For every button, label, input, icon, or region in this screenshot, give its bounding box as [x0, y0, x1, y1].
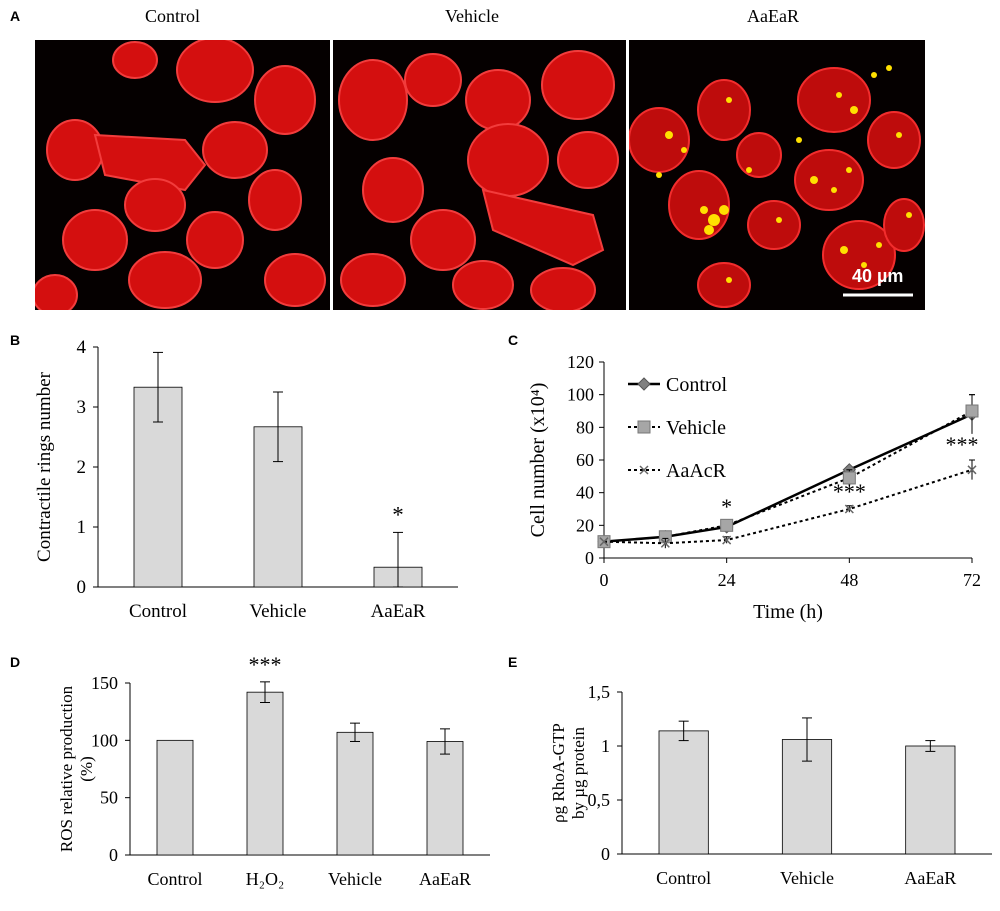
- y-axis-label: ρg RhoA-GTP: [549, 723, 568, 823]
- data-point: [722, 535, 732, 545]
- chart-ros-production: 0 50 100 150 Control *** H₂O₂ Vehicle AaEaR ROS r…: [57, 652, 490, 889]
- x-category-label: AaEaR: [371, 601, 426, 622]
- y-tick-label: 100: [91, 730, 118, 750]
- data-point: [965, 404, 979, 418]
- y-tick-label: 0: [585, 548, 594, 568]
- y-tick-label: 2: [77, 457, 87, 478]
- y-tick-label: 60: [576, 450, 594, 470]
- data-point: [842, 471, 856, 485]
- x-tick-label: 24: [718, 570, 736, 590]
- y-tick-label: 1: [77, 517, 87, 538]
- panel-letter-c: C: [508, 332, 519, 348]
- micrograph-aaear: [629, 40, 925, 310]
- y-tick-label: 40: [576, 483, 594, 503]
- y-tick-label: 20: [576, 515, 594, 535]
- significance-marker: ***: [249, 652, 282, 677]
- x-category-label: Control: [147, 869, 202, 889]
- x-axis-label: Time (h): [753, 601, 823, 623]
- data-point: [660, 538, 670, 548]
- x-category-label: AaEaR: [419, 869, 471, 889]
- bar: [658, 730, 709, 855]
- chart-contractile-rings: 0 1 2 3 4 Control Vehicle * AaEaR Contractile rin…: [34, 337, 458, 622]
- y-axis-label: Contractile rings number: [34, 371, 55, 562]
- panel-letter-d: D: [10, 654, 21, 670]
- data-point: [844, 504, 854, 514]
- significance-marker: *: [721, 494, 732, 519]
- legend-marker: [639, 465, 649, 475]
- chart-rhoa-gtp: 0 0,5 1 1,5 Control Vehicle AaEaR ρg RhoA-GTP by…: [549, 682, 992, 888]
- significance-marker: *: [392, 502, 404, 527]
- x-category-label: H₂O₂: [246, 869, 285, 889]
- y-tick-label: 100: [567, 385, 594, 405]
- y-axis-label: ROS relative production: [57, 685, 76, 852]
- bar: [426, 741, 464, 856]
- data-point: [599, 537, 609, 547]
- panel-letter-a: A: [10, 8, 21, 24]
- y-tick-label: 120: [567, 352, 594, 372]
- y-tick-label: 0: [601, 844, 610, 864]
- x-category-label: Vehicle: [250, 601, 307, 622]
- y-tick-label: 4: [77, 337, 87, 358]
- y-tick-label: 0: [109, 845, 118, 865]
- y-axis-label: Cell number (x10⁴): [527, 383, 549, 538]
- significance-marker: ***: [833, 479, 866, 504]
- micrograph-vehicle: [333, 40, 626, 310]
- data-point: [720, 518, 734, 532]
- y-tick-label: 0: [77, 577, 87, 598]
- y-tick-label: 1: [601, 736, 610, 756]
- x-category-label: Vehicle: [780, 868, 834, 888]
- legend-label: Control: [666, 374, 728, 396]
- scale-bar-label: 40 µm: [852, 266, 904, 286]
- legend-label: AaAcR: [666, 460, 727, 482]
- y-tick-label: 1,5: [588, 682, 611, 702]
- x-category-label: Control: [129, 601, 187, 622]
- y-tick-label: 50: [100, 788, 118, 808]
- series-line-vehicle: [603, 410, 973, 543]
- micrograph-control: [35, 40, 330, 310]
- data-point: [967, 465, 977, 475]
- y-tick-label: 0,5: [588, 790, 611, 810]
- cell-image-aaear: [629, 65, 925, 308]
- bar: [246, 691, 284, 856]
- y-tick-label: 150: [91, 673, 118, 693]
- chart-cell-number: 0 20 40 60 80 100 120 0 24 48 72 Time (h) Cell numbe…: [527, 352, 981, 623]
- x-tick-label: 0: [600, 570, 609, 590]
- legend-marker: [637, 420, 651, 434]
- y-axis-label-line2: by µg protein: [569, 727, 588, 819]
- micrograph-label-control: Control: [145, 6, 201, 26]
- cell-image-vehicle: [338, 50, 619, 310]
- x-tick-label: 72: [963, 570, 981, 590]
- significance-marker: ***: [946, 432, 979, 457]
- x-category-label: Control: [656, 868, 711, 888]
- bar: [905, 745, 956, 855]
- y-tick-label: 80: [576, 417, 594, 437]
- micrograph-label-vehicle: Vehicle: [445, 6, 499, 26]
- legend-label: Vehicle: [666, 417, 726, 439]
- micrograph-label-aaear: AaEaR: [747, 6, 799, 26]
- bar: [336, 731, 374, 856]
- legend-marker: [637, 377, 651, 391]
- panel-letter-b: B: [10, 332, 21, 348]
- y-tick-label: 3: [77, 397, 87, 418]
- x-category-label: Vehicle: [328, 869, 382, 889]
- cell-image-control: [35, 40, 326, 310]
- x-tick-label: 48: [840, 570, 858, 590]
- y-axis-label-line2: (%): [77, 756, 96, 781]
- bar: [156, 739, 194, 856]
- panel-letter-e: E: [508, 654, 518, 670]
- series-line-control: [603, 413, 973, 543]
- x-category-label: AaEaR: [904, 868, 956, 888]
